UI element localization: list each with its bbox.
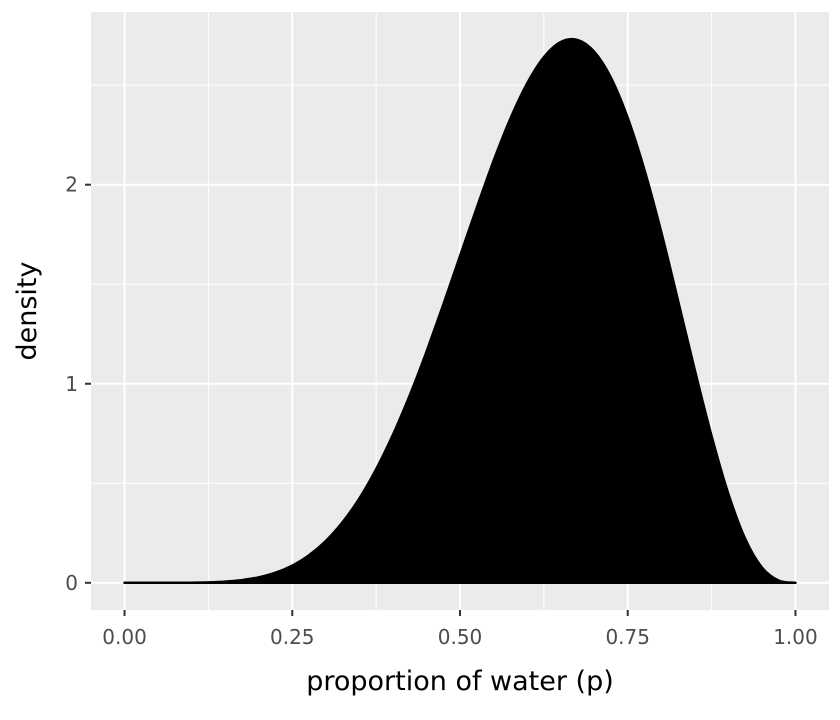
x-tick-label: 0.25	[270, 625, 315, 649]
y-tick-label: 2	[65, 173, 78, 197]
y-tick-label: 0	[65, 571, 78, 595]
density-area	[123, 37, 797, 585]
y-tick-label: 1	[65, 372, 78, 396]
x-tick-label: 1.00	[773, 625, 818, 649]
x-tick-label: 0.00	[102, 625, 147, 649]
x-tick-label: 0.75	[605, 625, 650, 649]
x-tick-label: 0.50	[438, 625, 483, 649]
x-axis-title: proportion of water (p)	[306, 666, 614, 697]
y-axis-title: density	[12, 261, 43, 360]
